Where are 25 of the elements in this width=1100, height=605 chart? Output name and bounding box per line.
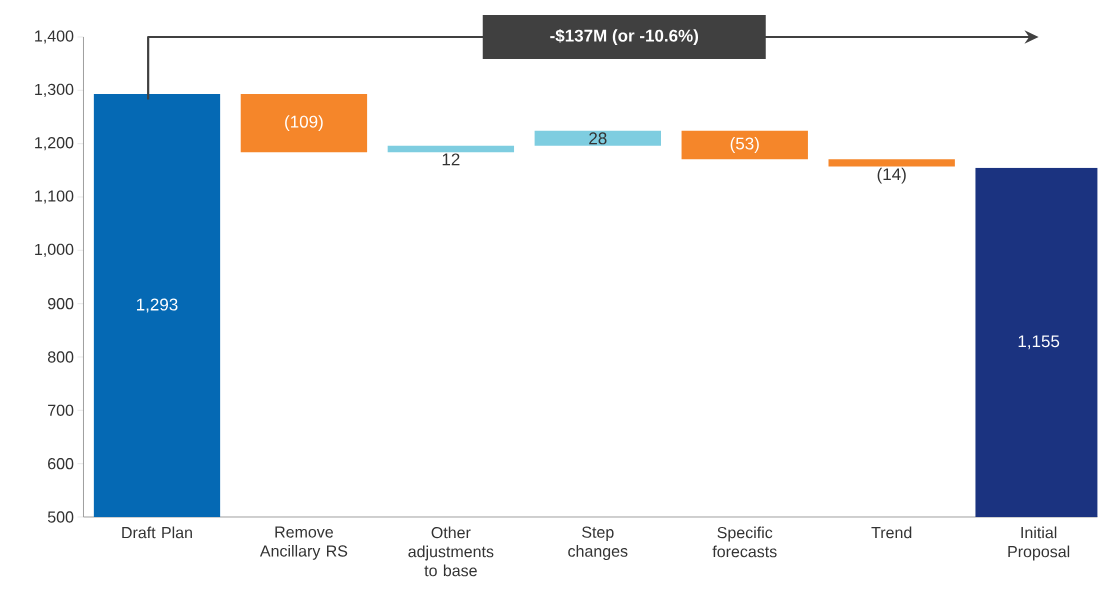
x-tick-label: Specific forecasts — [712, 526, 777, 558]
data-label: (53) — [730, 137, 759, 153]
x-tick-label: Step changes — [568, 526, 628, 561]
y-tick-label: 700 — [48, 404, 74, 416]
x-tick-label: Draft Plan — [122, 526, 192, 539]
y-tick-label: 800 — [47, 351, 74, 363]
annotation: -$137M (or -10.6%) — [550, 28, 699, 46]
data-label: (109) — [285, 115, 323, 132]
x-tick-label: Other adjustments to base — [408, 526, 494, 577]
y-tick-label: 600 — [48, 458, 74, 470]
data-label: 28 — [589, 132, 607, 145]
data-label: (14) — [877, 167, 906, 184]
y-tick-label: 900 — [48, 298, 74, 310]
x-tick-label: Trend — [871, 526, 912, 539]
y-tick-label: 1,300 — [35, 83, 74, 97]
y-tick-label: 1,100 — [35, 190, 74, 204]
y-tick-label: 1,200 — [35, 137, 74, 151]
x-tick-label: Initial Proposal — [1008, 526, 1070, 561]
y-tick-label: 500 — [47, 511, 74, 523]
x-tick-label: Remove Ancillary RS — [259, 526, 348, 560]
data-label: 1,155 — [1018, 335, 1060, 350]
data-label: 1,293 — [137, 298, 178, 313]
data-label: 12 — [442, 153, 460, 166]
y-tick-label: 1,000 — [35, 243, 74, 257]
y-tick-label: 1,400 — [35, 30, 74, 44]
